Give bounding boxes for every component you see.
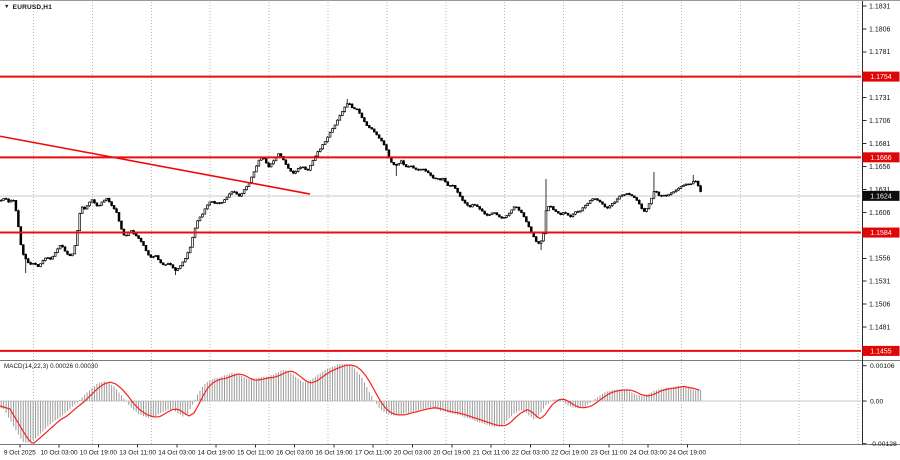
svg-text:1.1556: 1.1556 bbox=[869, 256, 891, 263]
svg-text:20 Oct 19:00: 20 Oct 19:00 bbox=[433, 450, 471, 457]
svg-text:9 Oct 2025: 9 Oct 2025 bbox=[4, 450, 36, 457]
support-resistance-lines[interactable] bbox=[0, 75, 861, 352]
time-axis-labels[interactable]: 9 Oct 2025 10 Oct 03:00 10 Oct 19:00 13 Oct… bbox=[4, 450, 706, 457]
svg-text:1.1506: 1.1506 bbox=[869, 302, 891, 309]
macd-histogram bbox=[0, 364, 702, 443]
svg-text:1.1656: 1.1656 bbox=[869, 164, 891, 171]
svg-text:1.1781: 1.1781 bbox=[869, 49, 891, 56]
svg-text:24 Oct 19:00: 24 Oct 19:00 bbox=[669, 450, 707, 457]
current-price-badge: 1.1624 bbox=[862, 190, 900, 201]
trend-line[interactable] bbox=[0, 135, 311, 195]
svg-text:15 Oct 11:00: 15 Oct 11:00 bbox=[237, 450, 274, 457]
price-level-badge: 1.1584 bbox=[862, 227, 900, 238]
svg-text:16 Oct 19:00: 16 Oct 19:00 bbox=[315, 450, 353, 457]
svg-text:1.1481: 1.1481 bbox=[869, 324, 891, 331]
svg-text:13 Oct 11:00: 13 Oct 11:00 bbox=[119, 450, 156, 457]
svg-text:1.1531: 1.1531 bbox=[869, 279, 891, 286]
svg-text:0.00106: 0.00106 bbox=[870, 363, 895, 370]
price-axis-tick-marks bbox=[862, 5, 867, 328]
svg-text:20 Oct 03:00: 20 Oct 03:00 bbox=[394, 450, 432, 457]
bear-candles bbox=[4, 103, 702, 271]
svg-text:10 Oct 03:00: 10 Oct 03:00 bbox=[40, 450, 78, 457]
svg-text:1.1624: 1.1624 bbox=[870, 193, 892, 200]
svg-text:10 Oct 19:00: 10 Oct 19:00 bbox=[80, 450, 118, 457]
symbol-timeframe-label[interactable]: ▼ EURUSD,H1 bbox=[4, 4, 52, 11]
svg-text:1.1455: 1.1455 bbox=[870, 349, 892, 356]
svg-text:17 Oct 11:00: 17 Oct 11:00 bbox=[355, 450, 392, 457]
svg-text:22 Oct 19:00: 22 Oct 19:00 bbox=[551, 450, 589, 457]
svg-text:1.1706: 1.1706 bbox=[869, 118, 891, 125]
chevron-down-icon[interactable]: ▼ bbox=[4, 3, 10, 10]
svg-text:1.1606: 1.1606 bbox=[869, 210, 891, 217]
macd-axis-labels: 0.00106 0.00 -0.00128 bbox=[862, 363, 897, 448]
price-level-badge: 1.1666 bbox=[862, 152, 900, 163]
macd-indicator-label: MACD(14,22,3) 0.00026 0.00030 bbox=[4, 363, 99, 370]
svg-text:1.1806: 1.1806 bbox=[869, 26, 891, 33]
svg-text:-0.00128: -0.00128 bbox=[870, 441, 897, 448]
macd-signal-line bbox=[0, 364, 700, 444]
grid-lines bbox=[33, 2, 859, 445]
bull-candles bbox=[0, 103, 697, 271]
candle-wicks bbox=[0, 98, 701, 275]
price-level-badge: 1.1455 bbox=[862, 345, 900, 356]
svg-text:22 Oct 03:00: 22 Oct 03:00 bbox=[512, 450, 550, 457]
price-axis-labels: 1.1831 1.1806 1.1781 1.1731 1.1706 1.1681 1.16… bbox=[869, 3, 891, 331]
svg-text:1.1631: 1.1631 bbox=[869, 187, 891, 194]
svg-text:21 Oct 11:00: 21 Oct 11:00 bbox=[473, 450, 510, 457]
svg-text:1.1681: 1.1681 bbox=[869, 141, 891, 148]
svg-text:14 Oct 03:00: 14 Oct 03:00 bbox=[158, 450, 196, 457]
svg-text:1.1731: 1.1731 bbox=[869, 95, 891, 102]
symbol-label-text: EURUSD,H1 bbox=[12, 4, 53, 11]
svg-text:14 Oct 19:00: 14 Oct 19:00 bbox=[198, 450, 236, 457]
svg-text:24 Oct 03:00: 24 Oct 03:00 bbox=[630, 450, 668, 457]
svg-text:1.1584: 1.1584 bbox=[870, 230, 892, 237]
svg-text:1.1666: 1.1666 bbox=[870, 155, 892, 162]
pane-borders bbox=[0, 360, 900, 445]
svg-text:1.1754: 1.1754 bbox=[870, 74, 892, 81]
svg-text:0.00: 0.00 bbox=[870, 398, 883, 405]
price-level-badge: 1.1754 bbox=[862, 71, 900, 82]
svg-text:1.1831: 1.1831 bbox=[869, 3, 891, 10]
svg-text:23 Oct 11:00: 23 Oct 11:00 bbox=[590, 450, 627, 457]
time-axis-tick-marks bbox=[19, 444, 688, 448]
svg-text:16 Oct 03:00: 16 Oct 03:00 bbox=[276, 450, 314, 457]
